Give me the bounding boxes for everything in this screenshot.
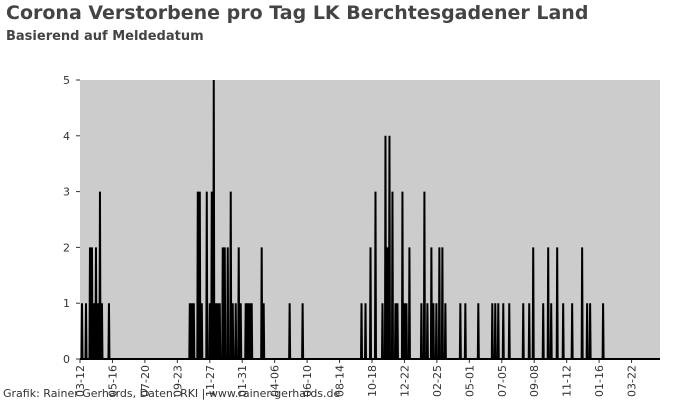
x-tick-label: 12-22: [398, 365, 411, 397]
x-tick-label: 05-16: [106, 365, 119, 397]
x-tick-label: 09-23: [171, 365, 184, 397]
y-tick-label: 0: [63, 353, 70, 366]
x-tick-label: 07-20: [139, 365, 152, 397]
chart-subtitle: Basierend auf Meldedatum: [6, 29, 204, 44]
x-tick-label: 09-08: [528, 365, 541, 397]
y-tick-label: 4: [63, 130, 70, 143]
x-tick-label: 01-31: [236, 365, 249, 397]
y-tick-label: 1: [63, 297, 70, 310]
x-tick-label: 07-05: [496, 365, 509, 397]
x-tick-label: 03-22: [626, 365, 639, 397]
x-tick-label: 10-18: [366, 365, 379, 397]
x-tick-label: 03-12: [74, 365, 87, 397]
x-tick-label: 01-16: [593, 365, 606, 397]
x-tick-label: 11-27: [204, 365, 217, 397]
x-tick-label: 02-25: [431, 365, 444, 397]
x-tick-label: 11-12: [561, 365, 574, 397]
y-tick-label: 5: [63, 74, 70, 87]
x-tick-label: 06-10: [301, 365, 314, 397]
y-tick-label: 3: [63, 186, 70, 199]
chart-title: Corona Verstorbene pro Tag LK Berchtesga…: [6, 2, 588, 24]
x-tick-label: 08-14: [334, 365, 347, 397]
y-tick-label: 2: [63, 241, 70, 254]
x-tick-label: 05-01: [463, 365, 476, 397]
x-tick-label: 04-06: [269, 365, 282, 397]
footer: Grafik: Rainer Gerhards, Daten: RKI | ww…: [3, 387, 341, 400]
